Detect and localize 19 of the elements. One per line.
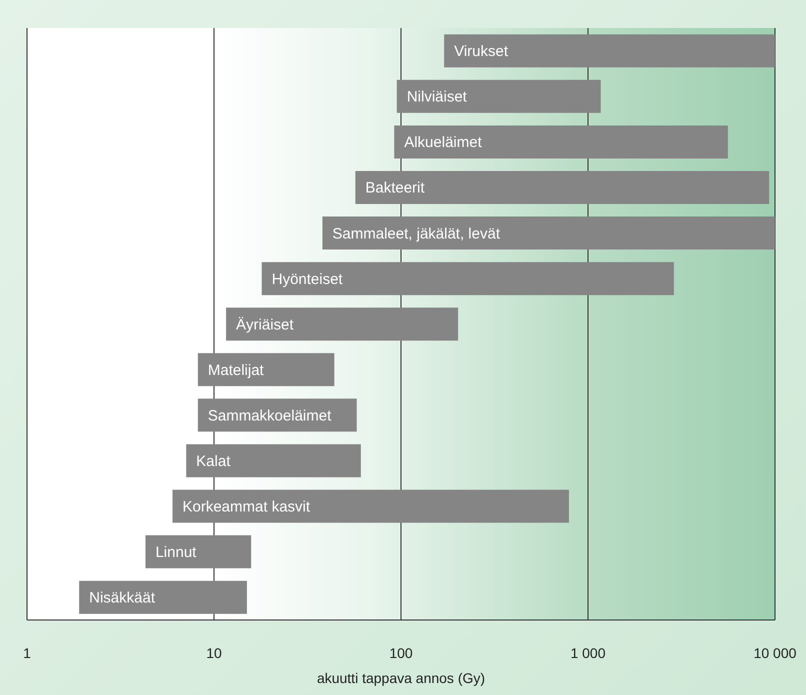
y-tick-label: Alkueläimet xyxy=(404,134,483,152)
x-tick-label: 10 000 xyxy=(754,644,797,661)
y-tick-label: Matelijat xyxy=(208,362,265,379)
y-tick-label: Korkeammat kasvit xyxy=(182,498,311,516)
y-tick-label: Nisäkkäät xyxy=(89,590,156,607)
y-tick-label: Hyönteiset xyxy=(272,270,344,288)
y-tick-label: Sammakkoeläimet xyxy=(208,407,332,424)
y-tick-label: Sammaleet, jäkälät, levät xyxy=(332,225,501,242)
y-tick-label: Virukset xyxy=(454,43,509,60)
x-tick-label: 10 xyxy=(206,644,222,661)
y-tick-label: Kalat xyxy=(196,452,232,470)
y-tick-label: Bakteerit xyxy=(365,180,426,197)
x-tick-label: 1 xyxy=(23,644,32,661)
y-tick-label: Äyriäiset xyxy=(236,316,294,334)
y-tick-label: Linnut xyxy=(155,544,198,562)
x-tick-label: 1 000 xyxy=(570,644,606,661)
x-axis-title: akuutti tappava annos (Gy) xyxy=(316,670,486,686)
x-tick-label: 100 xyxy=(389,644,413,661)
y-tick-label: Nilviäiset xyxy=(406,88,468,106)
